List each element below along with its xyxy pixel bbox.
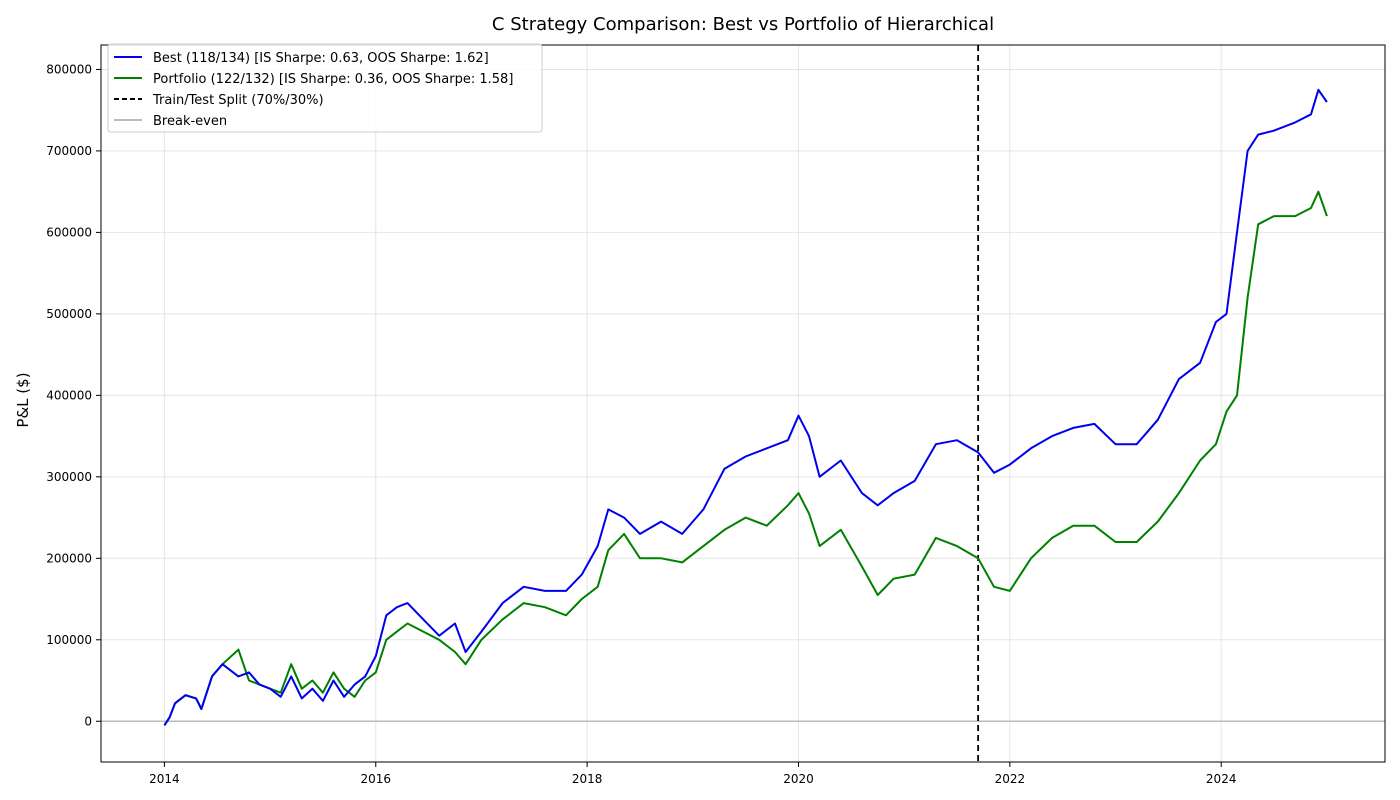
y-tick-label: 300000 [46,470,92,484]
y-tick-label: 700000 [46,144,92,158]
y-tick-label: 100000 [46,633,92,647]
legend-entry-portfolio-label: Portfolio (122/132) [IS Sharpe: 0.36, OO… [153,72,513,87]
legend-entry-split-label: Train/Test Split (70%/30%) [152,93,324,108]
legend-entry-breakeven-label: Break-even [153,114,227,129]
y-tick-label: 0 [84,714,92,728]
legend: Best (118/134) [IS Sharpe: 0.63, OOS Sha… [108,44,542,132]
x-tick-label: 2016 [360,772,391,786]
x-tick-label: 2024 [1206,772,1237,786]
y-axis-title: P&L ($) [14,372,32,427]
x-tick-label: 2020 [783,772,814,786]
chart-title: C Strategy Comparison: Best vs Portfolio… [492,14,994,35]
x-tick-label: 2014 [149,772,180,786]
x-tick-label: 2022 [995,772,1026,786]
y-tick-label: 200000 [46,551,92,565]
y-tick-label: 400000 [46,388,92,402]
y-tick-label: 800000 [46,62,92,76]
y-tick-label: 600000 [46,225,92,239]
legend-entry-best-label: Best (118/134) [IS Sharpe: 0.63, OOS Sha… [153,51,489,66]
y-tick-label: 500000 [46,307,92,321]
x-tick-label: 2018 [572,772,603,786]
